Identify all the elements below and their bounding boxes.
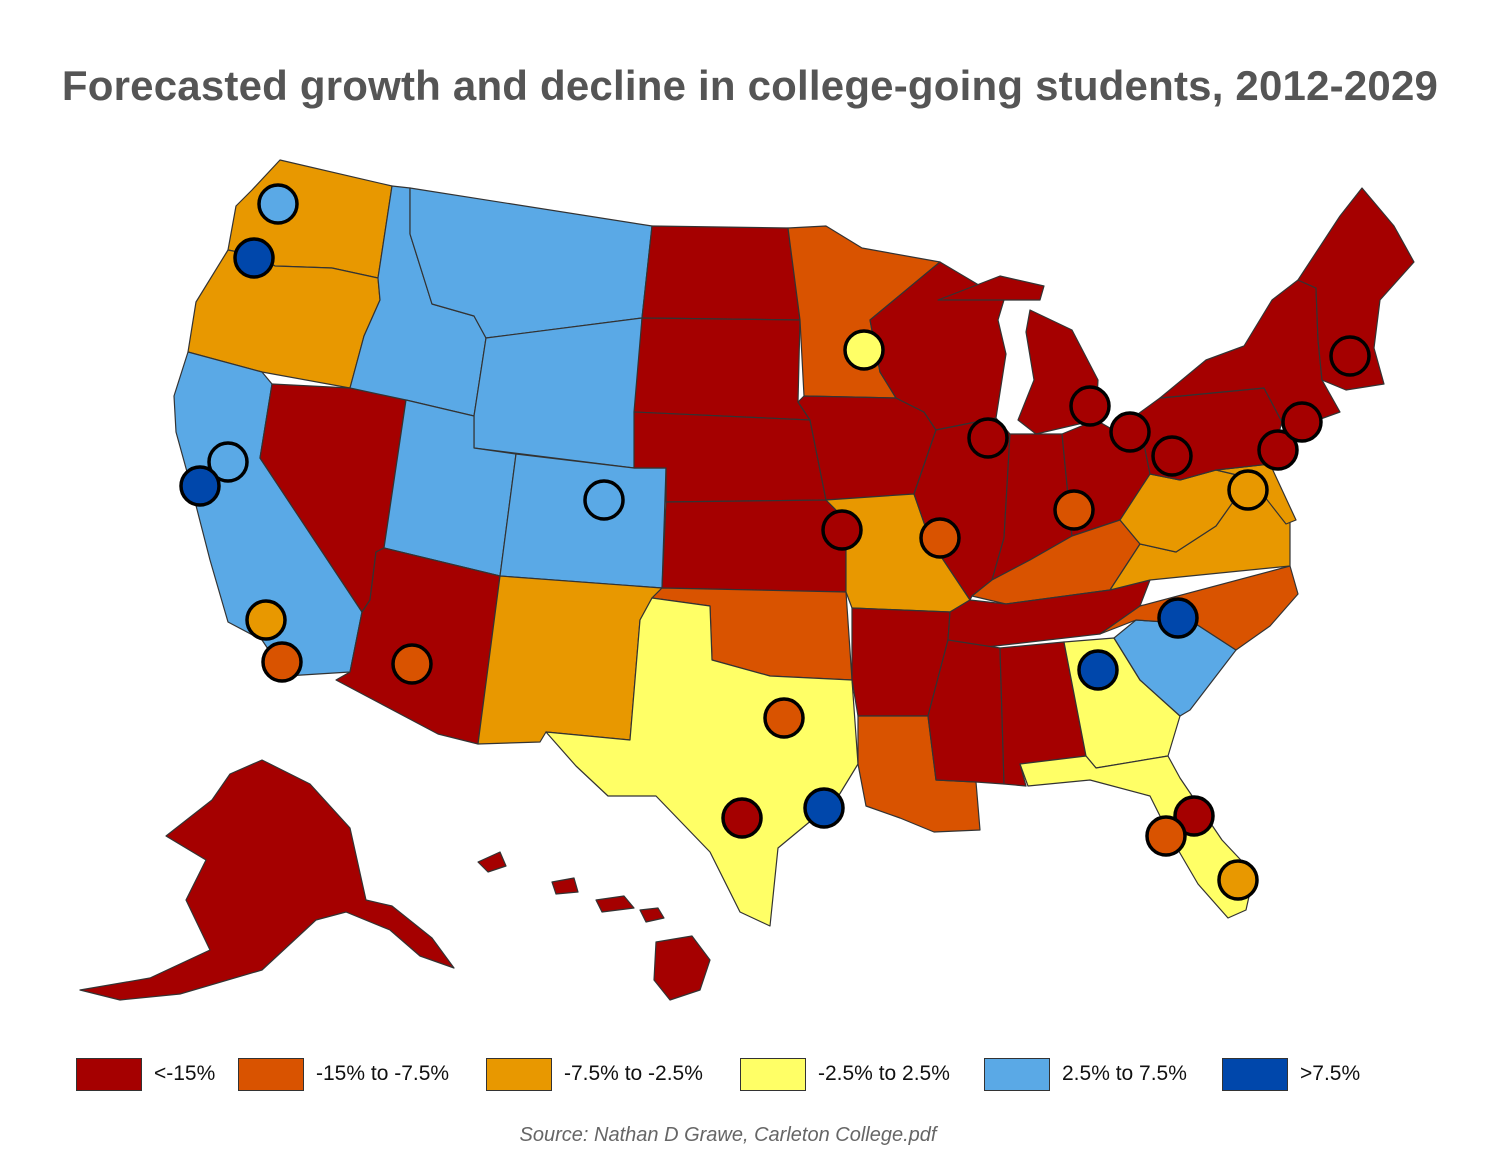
metro-marker-pittsburgh xyxy=(1151,435,1193,477)
legend-swatch xyxy=(740,1058,806,1091)
state-new-england xyxy=(1297,187,1415,391)
metro-marker-san-antonio xyxy=(721,797,763,839)
metro-marker-cincinnati xyxy=(1053,489,1095,531)
legend: <-15% -15% to -7.5% -7.5% to -2.5% -2.5%… xyxy=(76,1058,1436,1094)
source-note: Source: Nathan D Grawe, Carleton College… xyxy=(519,1124,937,1146)
legend-label: 2.5% to 7.5% xyxy=(1062,1062,1187,1085)
legend-label: -2.5% to 2.5% xyxy=(818,1062,950,1085)
metro-marker-miami xyxy=(1217,859,1259,901)
metro-marker-philadelphia xyxy=(1257,429,1299,471)
map-title: Forecasted growth and decline in college… xyxy=(61,62,1439,109)
legend-swatch xyxy=(76,1058,142,1091)
legend-label: <-15% xyxy=(154,1062,216,1085)
metro-marker-atlanta xyxy=(1077,649,1119,691)
metro-marker-washington-dc xyxy=(1227,469,1269,511)
metro-marker-dallas xyxy=(763,697,805,739)
state-colorado xyxy=(499,453,667,589)
metro-marker-portland xyxy=(233,237,275,279)
state-florida xyxy=(1019,755,1255,919)
legend-swatch xyxy=(486,1058,552,1091)
state-north-dakota xyxy=(641,225,801,321)
metro-marker-denver xyxy=(583,479,625,521)
metro-marker-tampa xyxy=(1145,815,1187,857)
metro-marker-orlando xyxy=(1173,795,1215,837)
legend-label: -15% to -7.5% xyxy=(316,1062,450,1085)
metro-marker-sacramento xyxy=(207,441,249,483)
legend-label: -7.5% to -2.5% xyxy=(564,1062,703,1085)
metro-marker-houston xyxy=(803,787,845,829)
legend-swatch xyxy=(238,1058,304,1091)
metro-marker-phoenix xyxy=(391,643,433,685)
state-kansas xyxy=(661,499,847,593)
metro-marker-charlotte xyxy=(1157,597,1199,639)
state-north-carolina xyxy=(1099,565,1299,651)
metro-marker-san-diego xyxy=(261,641,303,683)
metro-marker-kansas-city xyxy=(821,509,863,551)
state-south-dakota xyxy=(633,317,811,421)
metro-marker-detroit xyxy=(1069,385,1111,427)
state-alaska xyxy=(79,759,455,1001)
legend-label: >7.5% xyxy=(1300,1062,1361,1085)
metro-marker-boston xyxy=(1329,335,1371,377)
state-wyoming xyxy=(473,317,643,469)
metro-marker-cleveland xyxy=(1109,411,1151,453)
metro-marker-san-francisco xyxy=(179,465,221,507)
metro-marker-new-york xyxy=(1281,401,1323,443)
state-hawaii xyxy=(477,851,711,1001)
legend-swatch xyxy=(984,1058,1050,1091)
metro-marker-los-angeles xyxy=(245,599,287,641)
metro-marker-seattle xyxy=(257,183,299,225)
metro-marker-chicago xyxy=(967,417,1009,459)
state-texas xyxy=(545,597,859,927)
metro-marker-minneapolis xyxy=(843,329,885,371)
metro-marker-st-louis xyxy=(919,517,961,559)
legend-swatch xyxy=(1222,1058,1288,1091)
